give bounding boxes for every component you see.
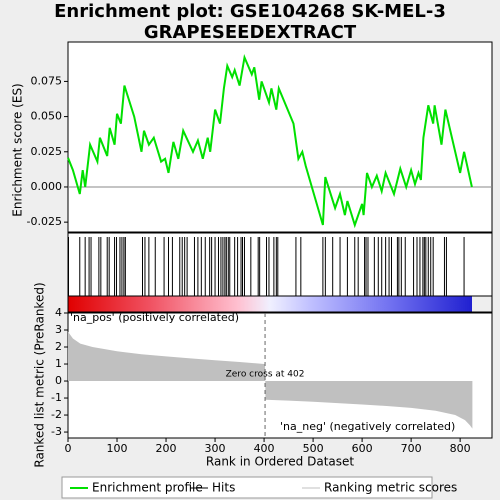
x-tick-label: 0 xyxy=(65,442,72,455)
y-axis-label: Enrichment score (ES) xyxy=(11,83,25,216)
x-tick-label: 500 xyxy=(303,442,324,455)
y-tick-label: -0.025 xyxy=(27,215,62,228)
y-tick-label: 0.075 xyxy=(31,74,63,87)
metric-area xyxy=(68,331,473,429)
es-curve xyxy=(67,54,473,229)
color-bar xyxy=(68,296,472,312)
y-tick-label: 0.050 xyxy=(31,110,63,123)
y-tick-label: -1 xyxy=(51,391,62,404)
y-tick-label: 1 xyxy=(55,357,62,370)
y-axis-label: Ranked list metric (PreRanked) xyxy=(33,282,47,467)
y-tick-label: 4 xyxy=(55,306,62,319)
y-tick-label: -3 xyxy=(51,425,62,438)
y-tick-label: -2 xyxy=(51,408,62,421)
hits-panel xyxy=(67,232,493,297)
legend-label: Ranking metric scores xyxy=(324,481,457,495)
annotation: 'na_neg' (negatively correlated) xyxy=(280,420,455,433)
annotation: 'na_pos' (positively correlated) xyxy=(70,311,239,324)
y-tick-label: 3 xyxy=(55,323,62,336)
x-tick-label: 700 xyxy=(401,442,422,455)
y-tick-label: 2 xyxy=(55,340,62,353)
x-tick-label: 300 xyxy=(205,442,226,455)
x-tick-label: 600 xyxy=(352,442,373,455)
title-line: Enrichment plot: GSE104268 SK-MEL-3 xyxy=(54,1,446,22)
x-tick-label: 800 xyxy=(450,442,471,455)
x-tick-label: 200 xyxy=(156,442,177,455)
color-bar-frame xyxy=(67,295,493,313)
zero-cross-label: Zero cross at 402 xyxy=(226,370,305,380)
x-tick-label: 100 xyxy=(107,442,128,455)
legend-label: Enrichment profile xyxy=(92,481,203,495)
y-tick-label: 0.025 xyxy=(31,145,63,158)
y-tick-label: 0 xyxy=(55,374,62,387)
es-panel xyxy=(67,41,493,233)
y-tick-label: 0.000 xyxy=(31,180,63,193)
x-axis-label: Rank in Ordered Dataset xyxy=(206,455,354,469)
title-line: GRAPESEEDEXTRACT xyxy=(144,22,357,43)
x-tick-label: 400 xyxy=(254,442,275,455)
legend xyxy=(61,476,433,499)
legend-label: Hits xyxy=(212,481,235,495)
